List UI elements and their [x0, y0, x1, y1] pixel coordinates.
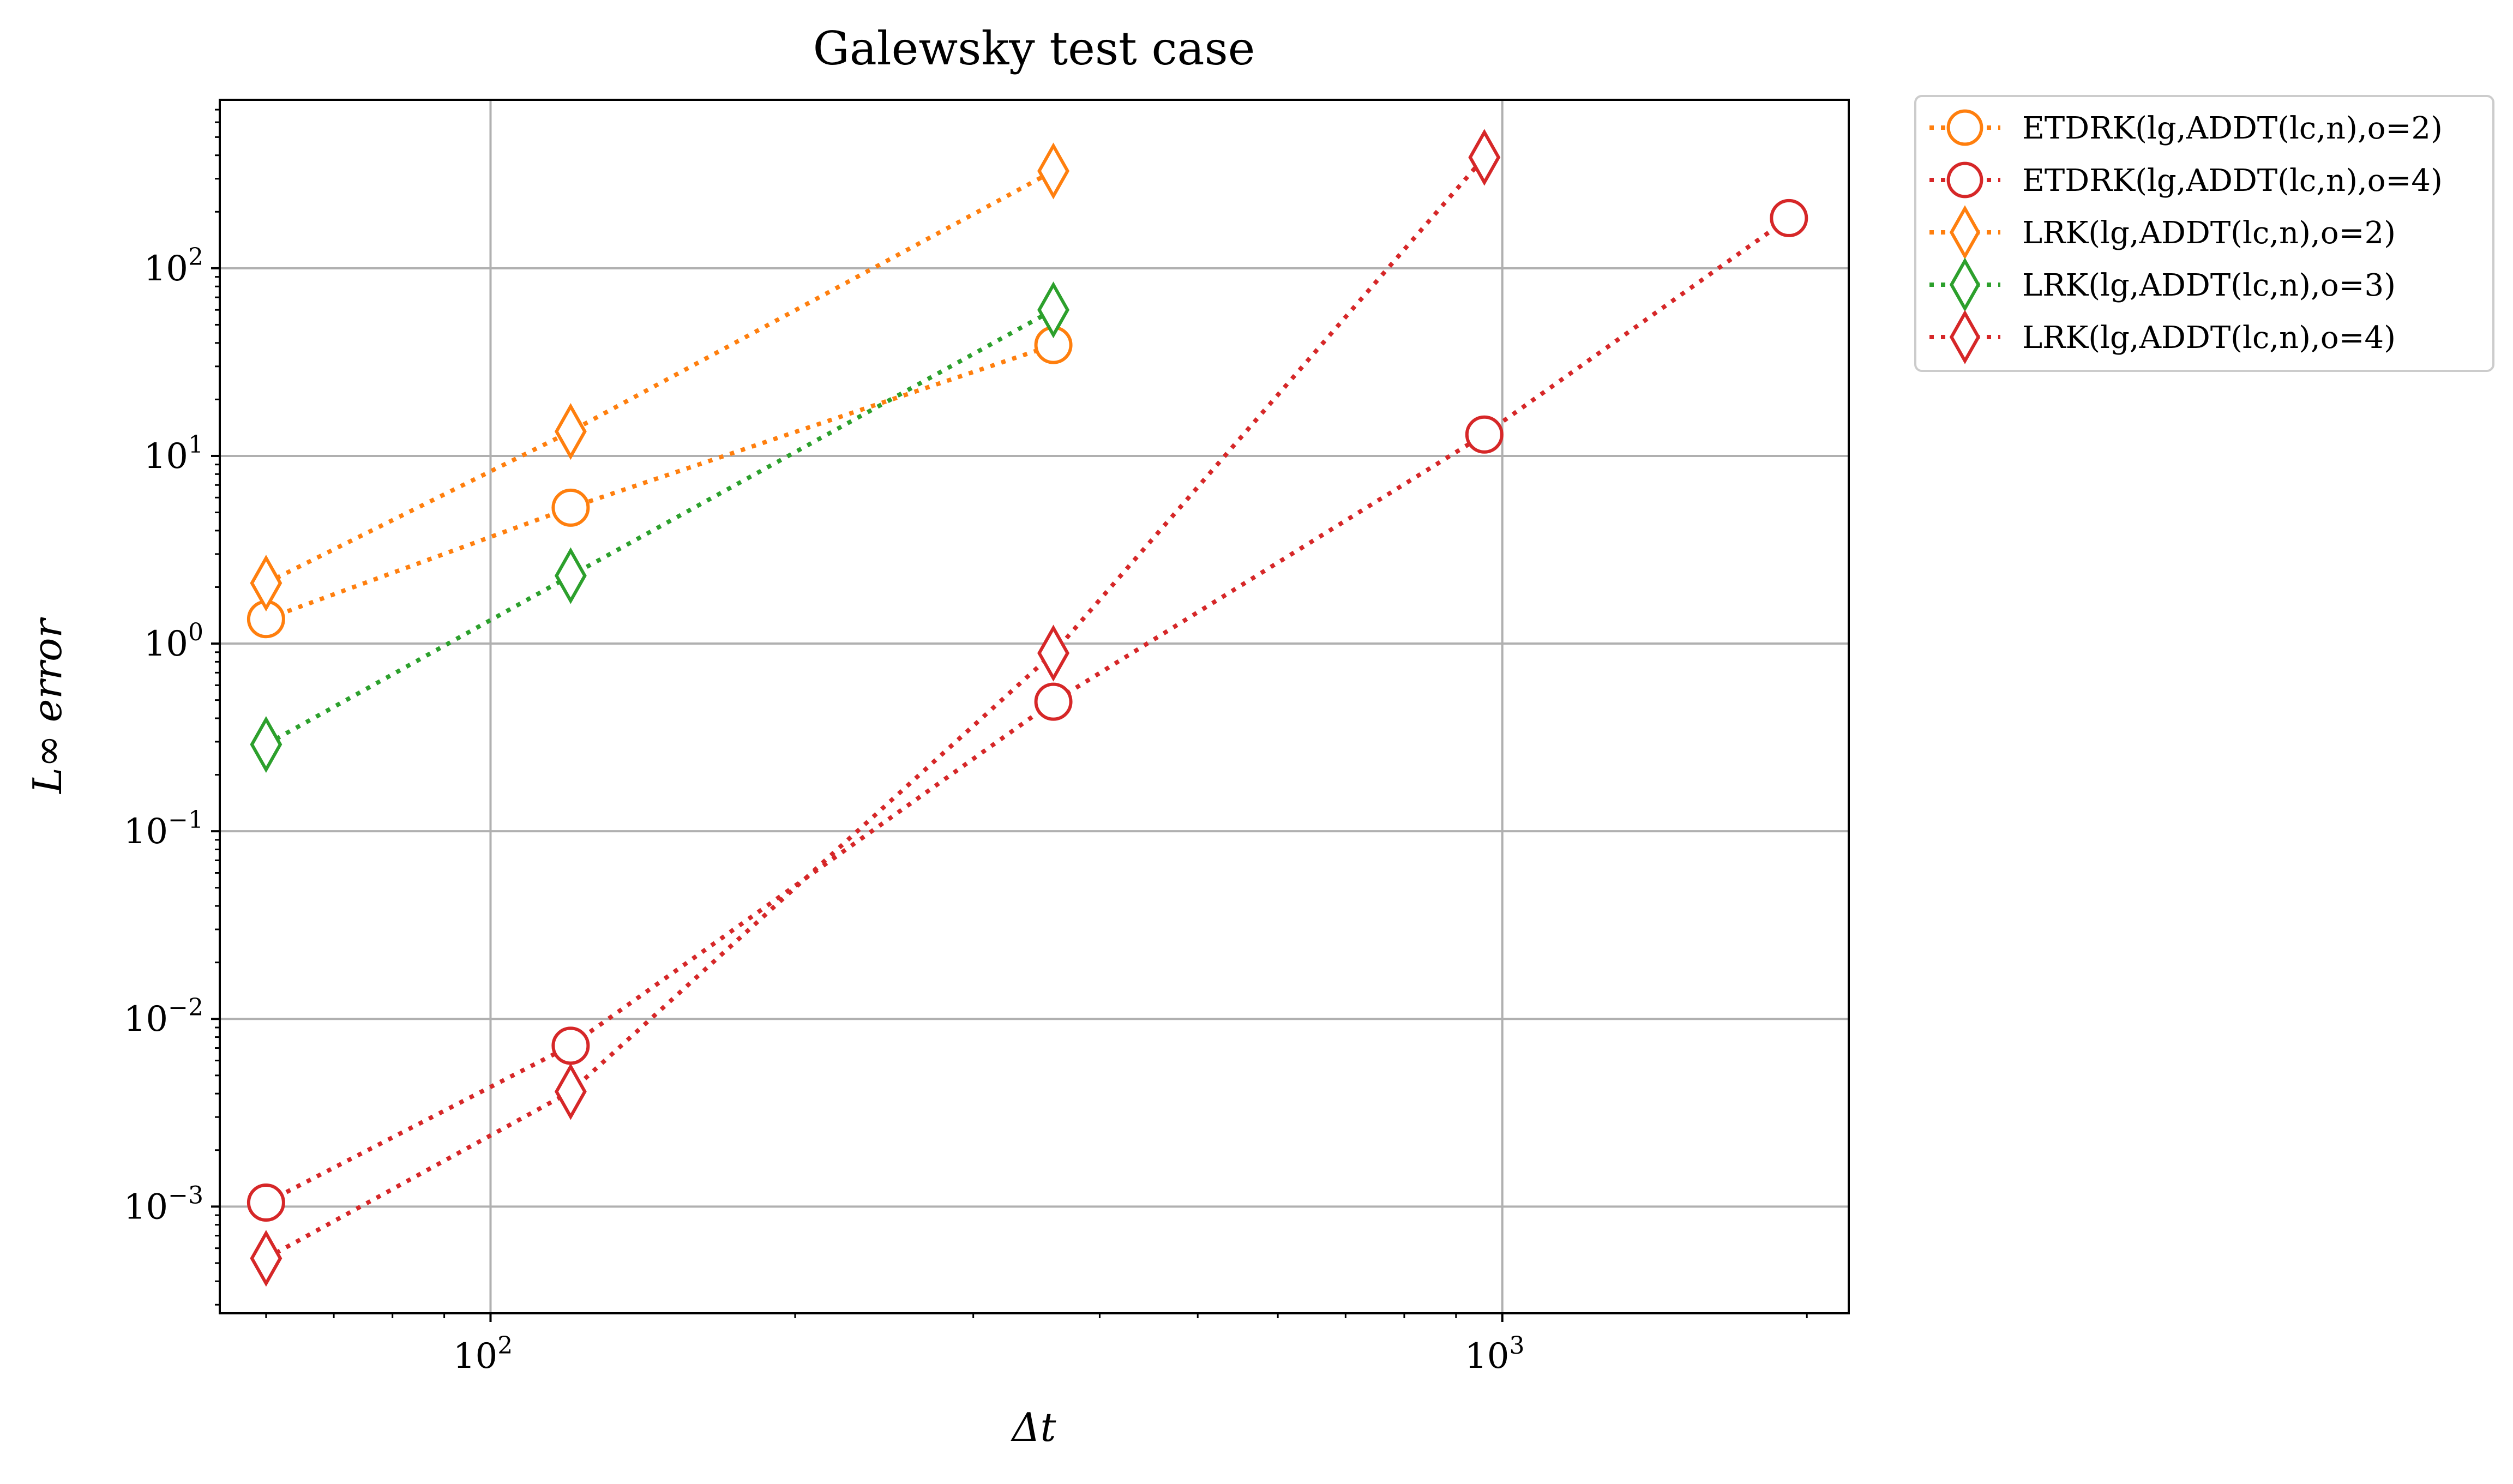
y-axis-label: L∞ error	[25, 617, 70, 794]
data-point-2	[551, 1026, 590, 1065]
data-point-2	[1465, 415, 1504, 454]
data-point-5	[1468, 129, 1501, 186]
data-point-2	[1770, 199, 1808, 237]
x-axis-label: Δt	[1011, 1404, 1057, 1450]
data-point-2	[1034, 682, 1073, 721]
data-point-4	[554, 547, 587, 604]
legend-label-1: ETDRK(lg,ADDT(lc,n),o=2)	[2022, 111, 2443, 146]
data-point-3	[554, 403, 587, 460]
legend-marker-3	[1949, 205, 1981, 260]
data-point-3	[1037, 142, 1069, 200]
data-point-1	[551, 488, 590, 527]
legend-label-3: LRK(lg,ADDT(lc,n),o=2)	[2022, 215, 2396, 251]
data-point-5	[554, 1063, 587, 1120]
legend-marker-5	[1949, 310, 1981, 364]
chart-title: Galewsky test case	[813, 22, 1255, 75]
legend-label-5: LRK(lg,ADDT(lc,n),o=4)	[2022, 320, 2396, 356]
data-point-3	[250, 555, 282, 612]
grid	[220, 100, 1849, 1313]
plot-frame	[219, 99, 1850, 1314]
data-point-4	[1037, 281, 1069, 339]
y-tick-label: 10−1	[124, 806, 203, 852]
data-point-5	[1037, 624, 1069, 682]
legend-box	[1914, 95, 2494, 372]
series-line-4	[264, 308, 1055, 747]
data-point-4	[250, 716, 282, 773]
legend: ETDRK(lg,ADDT(lc,n),o=2) ETDRK(lg,ADDT(lc…	[1914, 95, 2494, 372]
series-layer	[247, 129, 1808, 1287]
legend-marker-1	[1946, 109, 1983, 146]
y-tick-label: 101	[144, 431, 203, 477]
data-point-2	[247, 1183, 285, 1222]
x-tick-label: 102	[453, 1332, 513, 1377]
series-line-5	[264, 155, 1486, 1260]
legend-label-2: ETDRK(lg,ADDT(lc,n),o=4)	[2022, 163, 2443, 199]
legend-marker-2	[1946, 161, 1983, 199]
legend-label-4: LRK(lg,ADDT(lc,n),o=3)	[2022, 268, 2396, 303]
data-point-5	[250, 1230, 282, 1287]
legend-marker-4	[1949, 257, 1981, 312]
